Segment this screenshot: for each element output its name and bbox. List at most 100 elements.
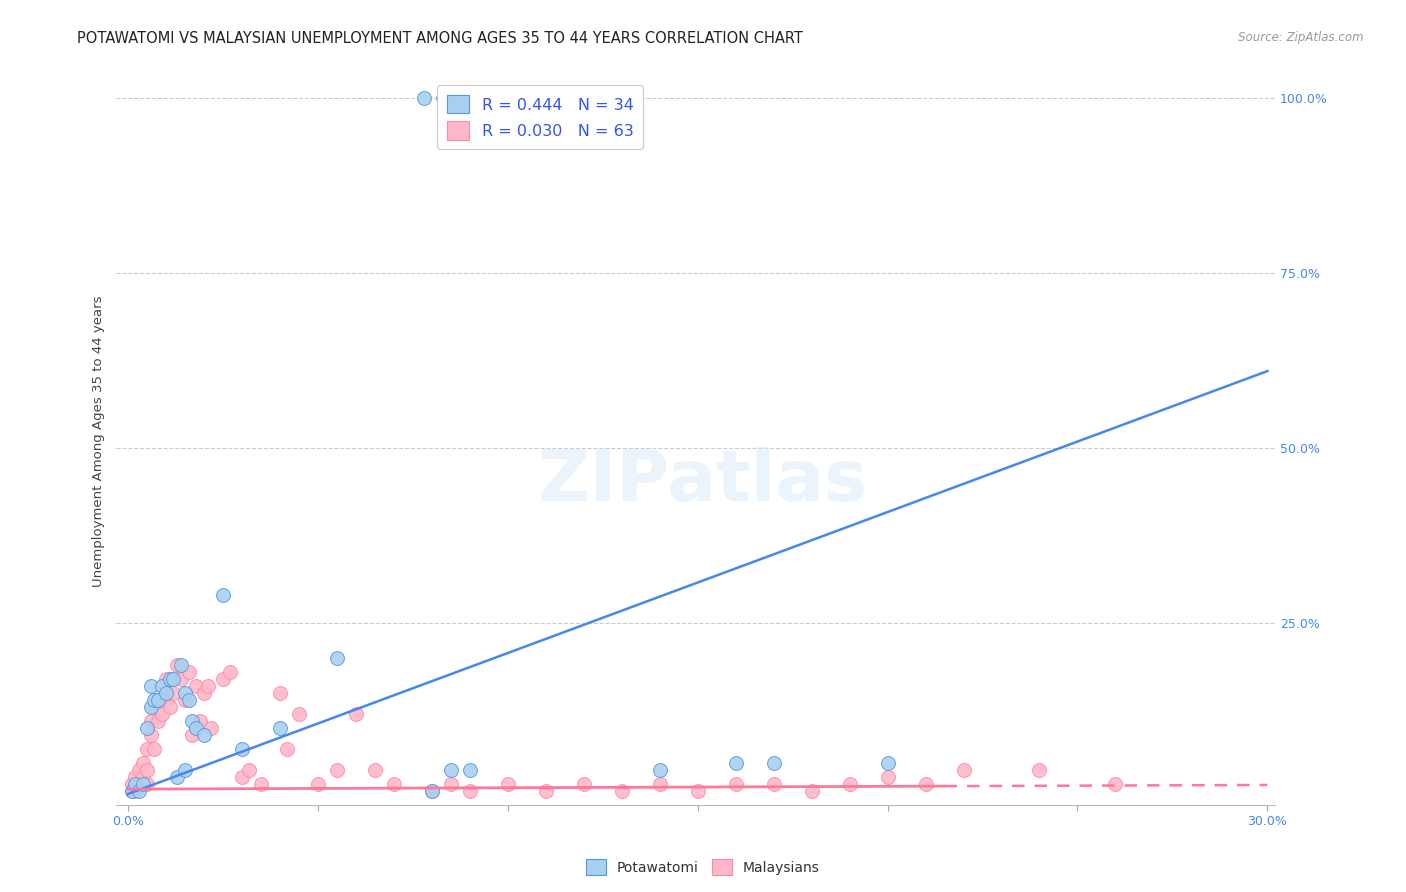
Text: ZIPatlas: ZIPatlas	[538, 447, 868, 516]
Point	[143, 741, 166, 756]
Point	[155, 686, 177, 700]
Point	[440, 776, 463, 790]
Point	[121, 783, 143, 797]
Point	[572, 776, 595, 790]
Point	[534, 783, 557, 797]
Point	[382, 776, 405, 790]
Point	[458, 763, 481, 777]
Point	[344, 706, 367, 721]
Point	[762, 756, 785, 770]
Point	[159, 699, 181, 714]
Point	[838, 776, 860, 790]
Point	[166, 657, 188, 672]
Point	[132, 776, 155, 790]
Point	[276, 741, 298, 756]
Point	[124, 783, 146, 797]
Point	[249, 776, 271, 790]
Point	[128, 776, 150, 790]
Point	[458, 783, 481, 797]
Point	[139, 714, 162, 728]
Point	[124, 776, 146, 790]
Point	[876, 770, 898, 784]
Point	[155, 672, 177, 686]
Point	[193, 728, 215, 742]
Point	[148, 692, 170, 706]
Point	[139, 679, 162, 693]
Point	[177, 665, 200, 679]
Point	[186, 721, 208, 735]
Point	[914, 776, 936, 790]
Point	[686, 783, 709, 797]
Point	[610, 783, 633, 797]
Point	[150, 706, 173, 721]
Point	[128, 763, 150, 777]
Point	[952, 763, 974, 777]
Point	[124, 770, 146, 784]
Point	[326, 650, 349, 665]
Point	[269, 721, 291, 735]
Point	[186, 679, 208, 693]
Point	[143, 692, 166, 706]
Point	[148, 692, 170, 706]
Point	[162, 672, 184, 686]
Point	[121, 776, 143, 790]
Legend: Potawatomi, Malaysians: Potawatomi, Malaysians	[581, 854, 825, 880]
Point	[762, 776, 785, 790]
Point	[135, 721, 157, 735]
Point	[139, 728, 162, 742]
Point	[1104, 776, 1126, 790]
Point	[420, 783, 443, 797]
Text: POTAWATOMI VS MALAYSIAN UNEMPLOYMENT AMONG AGES 35 TO 44 YEARS CORRELATION CHART: POTAWATOMI VS MALAYSIAN UNEMPLOYMENT AMO…	[77, 31, 803, 46]
Point	[800, 783, 823, 797]
Point	[148, 714, 170, 728]
Point	[181, 714, 204, 728]
Point	[420, 783, 443, 797]
Point	[724, 756, 747, 770]
Point	[132, 756, 155, 770]
Point	[155, 692, 177, 706]
Point	[177, 692, 200, 706]
Point	[211, 672, 233, 686]
Point	[193, 686, 215, 700]
Point	[150, 679, 173, 693]
Point	[238, 763, 260, 777]
Point	[496, 776, 519, 790]
Point	[219, 665, 242, 679]
Point	[132, 770, 155, 784]
Point	[128, 783, 150, 797]
Point	[181, 728, 204, 742]
Point	[287, 706, 309, 721]
Point	[173, 692, 195, 706]
Point	[143, 699, 166, 714]
Point	[648, 763, 671, 777]
Point	[876, 756, 898, 770]
Point	[432, 91, 454, 105]
Point	[413, 91, 436, 105]
Point	[139, 699, 162, 714]
Point	[648, 776, 671, 790]
Y-axis label: Unemployment Among Ages 35 to 44 years: Unemployment Among Ages 35 to 44 years	[93, 295, 105, 587]
Point	[135, 741, 157, 756]
Point	[326, 763, 349, 777]
Point	[307, 776, 329, 790]
Point	[159, 672, 181, 686]
Point	[173, 686, 195, 700]
Point	[162, 686, 184, 700]
Point	[1028, 763, 1050, 777]
Point	[170, 672, 193, 686]
Point	[440, 763, 463, 777]
Point	[269, 686, 291, 700]
Point	[231, 770, 253, 784]
Text: Source: ZipAtlas.com: Source: ZipAtlas.com	[1239, 31, 1364, 45]
Point	[197, 679, 219, 693]
Point	[173, 763, 195, 777]
Point	[166, 770, 188, 784]
Point	[724, 776, 747, 790]
Point	[200, 721, 222, 735]
Point	[364, 763, 387, 777]
Point	[135, 776, 157, 790]
Point	[170, 657, 193, 672]
Point	[135, 763, 157, 777]
Point	[188, 714, 211, 728]
Point	[121, 783, 143, 797]
